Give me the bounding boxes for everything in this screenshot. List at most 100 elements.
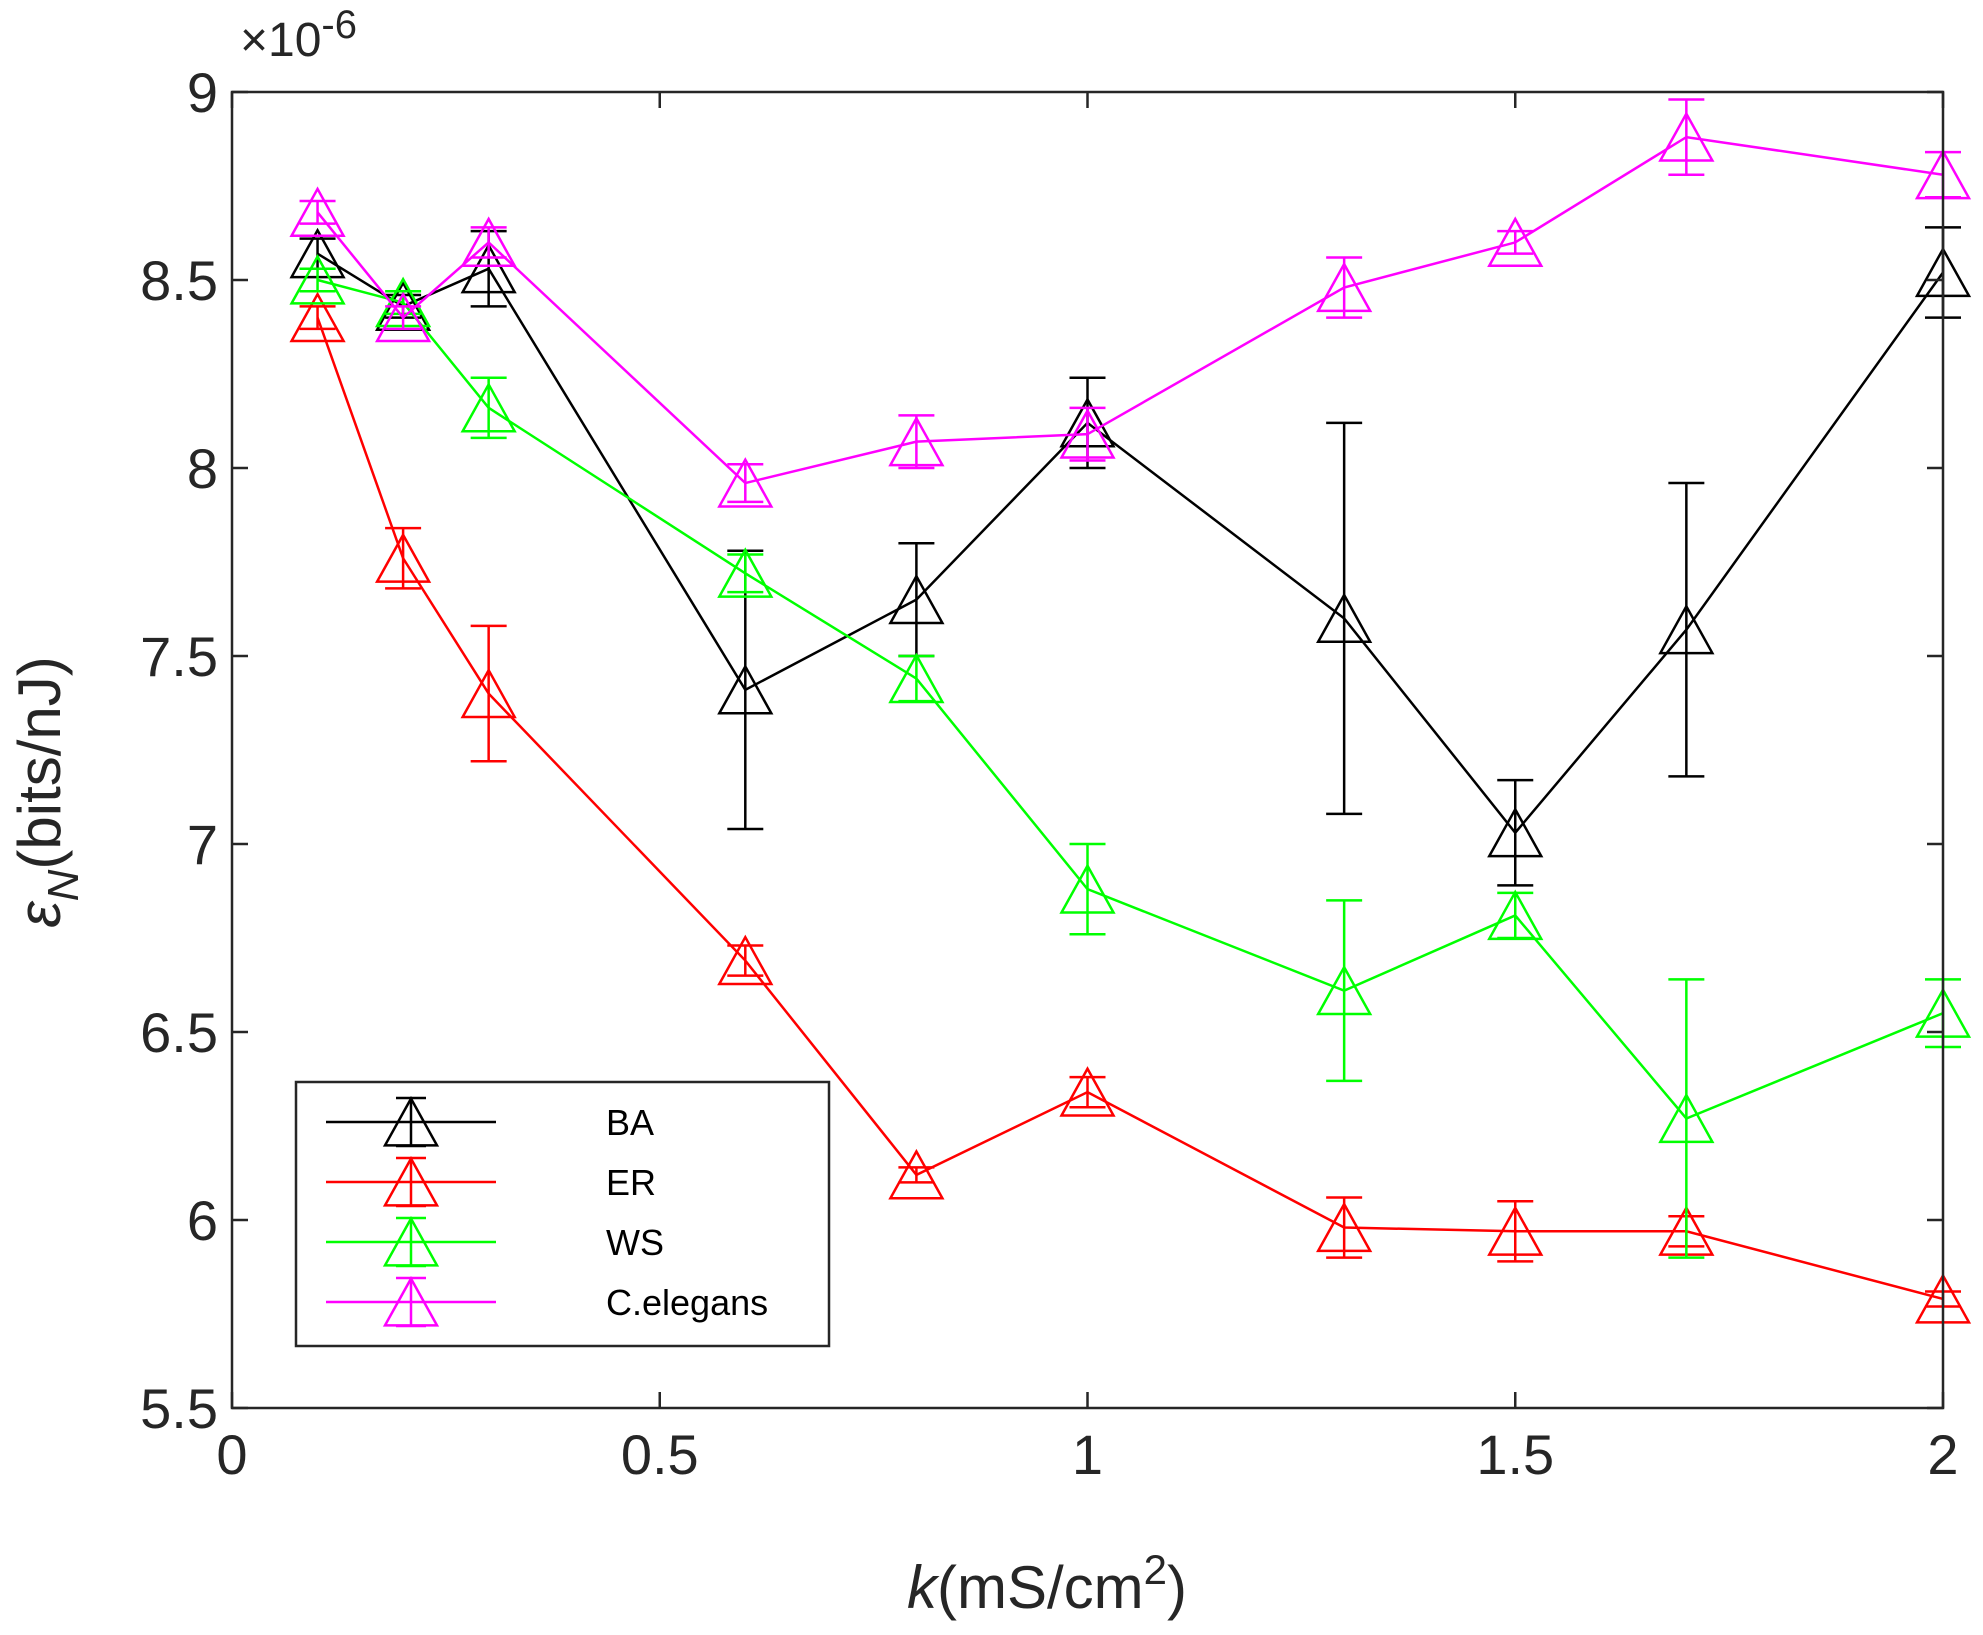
y-tick-label-5: 8 <box>187 437 218 500</box>
error-bar <box>385 305 422 331</box>
series-ws <box>289 254 1972 1259</box>
error-bar <box>470 226 507 259</box>
legend-entry-ws: WS <box>326 1216 664 1268</box>
y-tick-label-0: 5.5 <box>140 1377 218 1440</box>
error-bar <box>898 1166 935 1184</box>
series-line <box>316 135 1944 485</box>
x-tick-label-0: 0 <box>216 1423 247 1486</box>
data-point <box>717 547 774 598</box>
series-layer <box>289 98 1972 1324</box>
error-bar <box>727 462 764 504</box>
data-point <box>460 667 517 719</box>
y-exponent-label: ×10-6 <box>240 3 357 67</box>
legend: BA ER WS C.elegans <box>294 1080 831 1348</box>
y-tick-label-7: 9 <box>187 61 218 124</box>
x-axis-unit: (mS/cm <box>937 1554 1144 1621</box>
legend-label: ER <box>606 1162 656 1203</box>
data-point <box>289 254 346 305</box>
data-point <box>888 573 945 625</box>
data-point <box>1059 863 1116 914</box>
error-bar <box>1069 406 1106 462</box>
error-bar <box>299 305 336 331</box>
data-point <box>1487 216 1544 268</box>
y-tick-label-1: 6 <box>187 1189 218 1252</box>
series-er <box>289 291 1972 1324</box>
data-point <box>1487 1205 1544 1256</box>
y-tick-label-4: 7.5 <box>140 625 218 688</box>
error-bar <box>470 376 507 440</box>
error-bar <box>1069 1075 1106 1109</box>
series-line <box>316 317 1944 1301</box>
error-bar <box>727 553 764 594</box>
x-axis-var: k <box>907 1554 940 1621</box>
x-axis-label: k(mS/cm2) <box>907 1546 1187 1621</box>
error-bar <box>1326 899 1363 1083</box>
series-line <box>317 278 1944 1120</box>
y-tick-label-6: 8.5 <box>140 249 218 312</box>
data-point <box>1658 603 1715 655</box>
data-point <box>717 934 774 986</box>
data-point <box>1658 111 1715 162</box>
y-tick-label-2: 6.5 <box>140 1001 218 1064</box>
data-point <box>1316 964 1373 1016</box>
data-point <box>374 291 432 343</box>
legend-entry-ba: BA <box>326 1096 654 1148</box>
series-line <box>316 252 1945 835</box>
legend-entry-er: ER <box>326 1156 656 1208</box>
y-exponent-multiplier: ×10 <box>240 14 321 67</box>
error-bar <box>1069 842 1106 936</box>
error-bar <box>1497 778 1534 887</box>
data-point <box>460 216 517 268</box>
data-point <box>888 652 945 704</box>
data-point <box>1658 1092 1715 1144</box>
x-tick-label-2: 1 <box>1072 1423 1103 1486</box>
error-bar <box>1326 421 1363 816</box>
error-bar <box>1497 229 1534 255</box>
data-point <box>888 415 945 467</box>
data-point <box>1487 889 1544 941</box>
legend-label: C.elegans <box>606 1282 768 1323</box>
error-bar <box>299 199 336 225</box>
legend-marker <box>382 1096 440 1147</box>
error-bar <box>1497 1199 1534 1263</box>
error-bar <box>299 267 336 293</box>
y-axis-var: ε <box>6 900 73 928</box>
x-axis-unit-close: ) <box>1167 1554 1187 1621</box>
data-point <box>460 242 517 294</box>
data-point <box>289 186 346 237</box>
data-point <box>374 532 432 583</box>
error-bar <box>470 624 507 763</box>
series-c-elegans <box>289 98 1972 508</box>
y-axis-sub: N <box>39 869 88 901</box>
error-bar <box>1668 481 1705 778</box>
error-bar <box>1326 1196 1363 1259</box>
x-axis-unit-sup: 2 <box>1144 1546 1167 1593</box>
data-point <box>888 1148 945 1200</box>
x-tick-label-4: 2 <box>1927 1423 1958 1486</box>
error-bar <box>727 944 764 977</box>
error-bar <box>898 414 935 470</box>
y-tick-label-3: 7 <box>187 813 218 876</box>
x-tick-label-3: 1.5 <box>1476 1423 1554 1486</box>
y-exponent-power: -6 <box>321 3 357 47</box>
data-point <box>1487 806 1544 858</box>
error-bar <box>1668 978 1705 1259</box>
legend-entry-c-elegans: C.elegans <box>326 1276 768 1328</box>
x-tick-label-1: 0.5 <box>621 1423 699 1486</box>
data-point <box>1059 1066 1116 1117</box>
data-point <box>717 663 774 715</box>
legend-marker <box>382 1156 440 1207</box>
legend-label: WS <box>606 1222 664 1263</box>
error-bar <box>385 526 422 590</box>
axes-layer: 0 0.5 1 1.5 2 5.5 6 6.5 7 7.5 8 8.5 9 <box>140 61 1958 1486</box>
data-point <box>1316 592 1373 644</box>
data-point <box>717 457 774 508</box>
legend-marker <box>382 1216 440 1267</box>
legend-label: BA <box>606 1102 654 1143</box>
legend-marker <box>382 1276 440 1327</box>
data-point <box>289 291 346 343</box>
error-bar <box>1326 256 1363 319</box>
data-point <box>460 381 517 433</box>
data-point <box>1316 261 1373 313</box>
